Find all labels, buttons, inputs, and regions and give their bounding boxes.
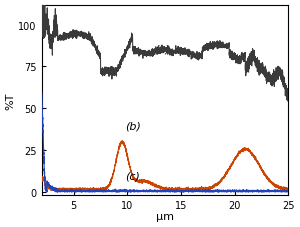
- Text: (b): (b): [125, 121, 141, 131]
- X-axis label: μm: μm: [156, 212, 174, 222]
- Text: (a): (a): [154, 44, 170, 54]
- Y-axis label: %T: %T: [6, 92, 16, 109]
- Text: (c): (c): [125, 171, 140, 181]
